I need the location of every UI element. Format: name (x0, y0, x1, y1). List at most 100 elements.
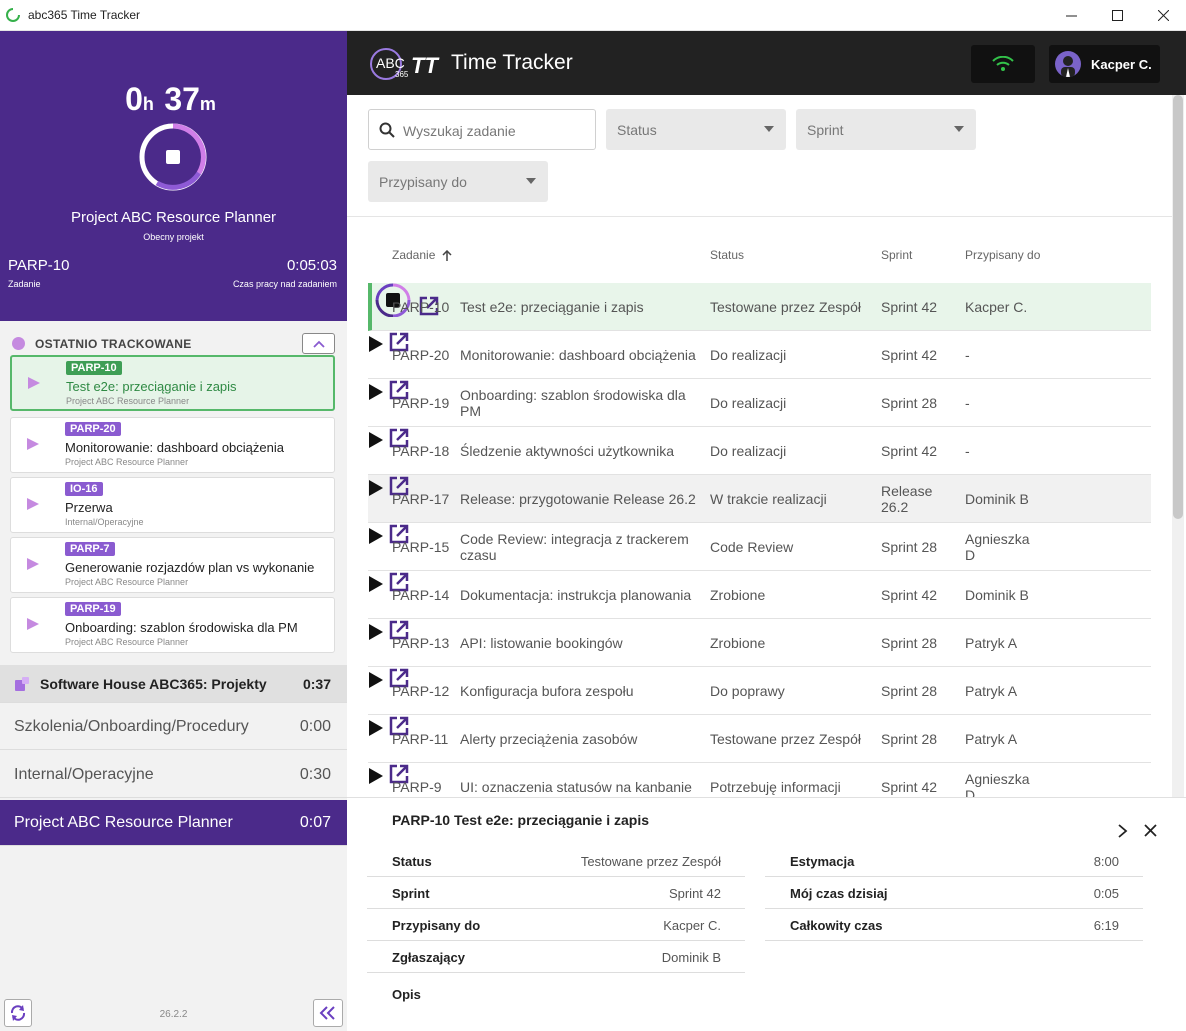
play-task-button[interactable] (368, 335, 384, 353)
open-external-button[interactable] (388, 619, 410, 641)
filter-bar: Wyszukaj zadanie Status Sprint Przypisan… (347, 95, 1172, 217)
sync-button[interactable] (4, 999, 32, 1027)
app-header: ABC 365 TT Time Tracker Kacper C. (347, 31, 1186, 95)
maximize-button[interactable] (1094, 0, 1140, 31)
left-footer: 26.2.2 (0, 993, 347, 1031)
open-external-button[interactable] (388, 523, 410, 545)
search-icon (379, 122, 395, 138)
recent-item-name: Onboarding: szablon środowiska dla PM (65, 620, 298, 635)
column-header-status[interactable]: Status (710, 248, 745, 262)
app-logo: ABC 365 TT (370, 48, 439, 80)
sprint-filter-select[interactable]: Sprint (796, 109, 976, 150)
chevron-down-icon (526, 178, 536, 184)
table-row[interactable]: PARP-11 Alerty przeciążenia zasobów Test… (368, 715, 1151, 763)
table-row[interactable]: PARP-14 Dokumentacja: instrukcja planowa… (368, 571, 1151, 619)
details-reporter-row: Zgłaszający Dominik B (367, 941, 745, 973)
group-row-internal[interactable]: Internal/Operacyjne 0:30 (0, 752, 347, 798)
connection-status-button[interactable] (971, 45, 1035, 83)
status-filter-select[interactable]: Status (606, 109, 786, 150)
group-row-project-abc[interactable]: Project ABC Resource Planner 0:07 (0, 800, 347, 846)
table-scrollbar[interactable] (1172, 95, 1184, 797)
table-row[interactable]: PARP-20 Monitorowanie: dashboard obciąże… (368, 331, 1151, 379)
recent-item[interactable]: IO-16 Przerwa Internal/Operacyjne (10, 477, 335, 533)
close-window-button[interactable] (1140, 0, 1186, 31)
recent-item-project: Internal/Operacyjne (65, 517, 144, 527)
collapse-sidebar-button[interactable] (313, 999, 343, 1027)
play-task-button[interactable] (368, 719, 384, 737)
play-task-button[interactable] (368, 671, 384, 689)
details-title: PARP-10 Test e2e: przeciąganie i zapis (392, 812, 650, 828)
open-external-button[interactable] (388, 427, 410, 449)
stop-timer-button[interactable] (137, 121, 209, 193)
app-title: Time Tracker (451, 51, 573, 74)
recent-item[interactable]: PARP-20 Monitorowanie: dashboard obciąże… (10, 417, 335, 473)
details-assignee-row: Przypisany do Kacper C. (367, 909, 745, 941)
assignee-filter-select[interactable]: Przypisany do (368, 161, 548, 202)
table-row[interactable]: PARP-12 Konfiguracja bufora zespołu Do p… (368, 667, 1151, 715)
table-row[interactable]: PARP-9 UI: oznaczenia statusów na kanban… (368, 763, 1151, 797)
recent-header: OSTATNIO TRACKOWANE (0, 321, 347, 355)
stop-task-button[interactable] (372, 283, 414, 318)
avatar (1055, 51, 1081, 77)
task-badge: PARP-19 (65, 602, 121, 616)
task-details-panel: PARP-10 Test e2e: przeciąganie i zapis S… (347, 797, 1186, 1031)
play-task-button[interactable] (368, 431, 384, 449)
details-my-time-row: Mój czas dzisiaj 0:05 (765, 877, 1143, 909)
play-task-button[interactable] (368, 623, 384, 641)
column-header-sprint[interactable]: Sprint (881, 248, 913, 262)
app-icon (6, 8, 20, 22)
close-icon[interactable] (1144, 824, 1157, 837)
details-description-label: Opis (392, 987, 421, 1002)
minimize-button[interactable] (1048, 0, 1094, 31)
play-task-button[interactable] (368, 767, 384, 785)
current-task-id: PARP-10 (8, 257, 70, 274)
user-menu-button[interactable]: Kacper C. (1049, 45, 1160, 83)
stop-icon (166, 150, 180, 164)
play-task-button[interactable] (368, 527, 384, 545)
table-row[interactable]: PARP-13 API: listowanie bookingów Zrobio… (368, 619, 1151, 667)
chevron-down-icon (954, 126, 964, 132)
play-task-button[interactable] (368, 575, 384, 593)
recent-item-name: Przerwa (65, 500, 113, 515)
table-row[interactable]: PARP-17 Release: przygotowanie Release 2… (368, 475, 1151, 523)
group-row-software-house[interactable]: Software House ABC365: Projekty 0:37 (0, 665, 347, 703)
task-badge: PARP-7 (65, 542, 115, 556)
current-task-time: 0:05:03 (286, 257, 337, 274)
column-header-task[interactable]: Zadanie (392, 248, 452, 262)
recent-item-project: Project ABC Resource Planner (65, 637, 189, 647)
window-titlebar: abc365 Time Tracker (0, 0, 1186, 31)
open-external-button[interactable] (388, 475, 410, 497)
scrollbar-thumb[interactable] (1173, 95, 1183, 519)
task-badge: IO-16 (65, 482, 103, 496)
open-external-button[interactable] (388, 379, 410, 401)
table-row[interactable]: PARP-15 Code Review: integracja z tracke… (368, 523, 1151, 571)
play-task-button[interactable] (368, 479, 384, 497)
open-external-button[interactable] (388, 667, 410, 689)
chevron-right-icon[interactable] (1117, 824, 1129, 838)
recent-item[interactable]: PARP-19 Onboarding: szablon środowiska d… (10, 597, 335, 653)
column-header-assignee[interactable]: Przypisany do (965, 248, 1041, 262)
recent-item[interactable]: PARP-7 Generowanie rozjazdów plan vs wyk… (10, 537, 335, 593)
app-version: 26.2.2 (159, 1009, 188, 1020)
open-external-button[interactable] (388, 715, 410, 737)
play-task-button[interactable] (368, 383, 384, 401)
details-estimate-row: Estymacja 8:00 (765, 845, 1143, 877)
svg-text:ABC: ABC (376, 55, 405, 71)
chevron-down-icon (764, 126, 774, 132)
collapse-recent-button[interactable] (302, 333, 335, 354)
open-external-button[interactable] (388, 571, 410, 593)
open-external-button[interactable] (388, 763, 410, 785)
recent-item-project: Project ABC Resource Planner (66, 396, 190, 406)
open-external-button[interactable] (388, 331, 410, 353)
search-input[interactable]: Wyszukaj zadanie (368, 109, 596, 150)
recent-item-name: Test e2e: przeciąganie i zapis (66, 379, 237, 394)
recent-item[interactable]: PARP-10 Test e2e: przeciąganie i zapis P… (10, 355, 335, 411)
recent-dot-icon (12, 337, 25, 350)
table-row[interactable]: PARP-10 Test e2e: przeciąganie i zapis T… (368, 283, 1151, 331)
open-external-button[interactable] (418, 295, 440, 317)
table-row[interactable]: PARP-19 Onboarding: szablon środowiska d… (368, 379, 1151, 427)
table-row[interactable]: PARP-18 Śledzenie aktywności użytkownika… (368, 427, 1151, 475)
recent-item-name: Monitorowanie: dashboard obciążenia (65, 440, 284, 455)
recent-item-name: Generowanie rozjazdów plan vs wykonanie (65, 560, 315, 575)
group-row-szkolenia[interactable]: Szkolenia/Onboarding/Procedury 0:00 (0, 704, 347, 750)
